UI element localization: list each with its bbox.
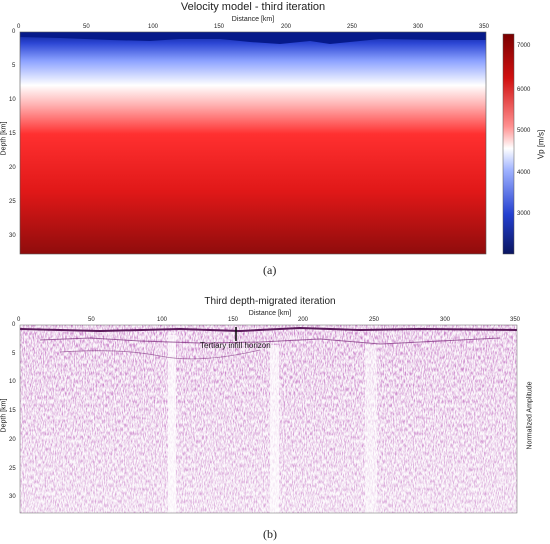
- panel-b-xtick: 150: [228, 317, 239, 323]
- panel-b-ylabel: Depth [km]: [0, 398, 8, 433]
- water-layer: [20, 32, 486, 44]
- panel-a-title: Velocity model - third iteration: [180, 1, 326, 13]
- panel-b-xtick: 50: [88, 317, 95, 323]
- panel-a-plot: [19, 31, 515, 255]
- panel-a-ytick: 10: [9, 97, 16, 103]
- panel-b-title: Third depth-migrated iteration: [204, 296, 336, 307]
- colorbar-tick: 7000: [517, 43, 531, 49]
- horizon-annotation: Tertiary infill horizon: [200, 341, 271, 350]
- panel-a-xtick: 350: [479, 24, 490, 30]
- panel-a-ytick: 25: [9, 199, 16, 205]
- velocity-field: [20, 32, 486, 254]
- panel-b-ytick: 15: [9, 408, 16, 414]
- panel-b-ytick: 25: [9, 466, 16, 472]
- panel-a-xtick: 300: [413, 24, 424, 30]
- panel-a-ytick: 20: [9, 165, 16, 171]
- panel-b-ytick: 0: [12, 322, 16, 328]
- panel-a-xtick: 200: [281, 24, 292, 30]
- colorbar-tick: 3000: [517, 211, 531, 217]
- panel-b-ytick: 10: [9, 379, 16, 385]
- panel-b-xtick: 200: [298, 317, 309, 323]
- colorbar-tick: 6000: [517, 87, 531, 93]
- panel-a-xtick: 150: [214, 24, 225, 30]
- panel-a-xtick: 0: [17, 24, 21, 30]
- panel-b-ytick: 5: [12, 351, 16, 357]
- panel-a-ytick: 30: [9, 233, 16, 239]
- panel-b-xtick: 250: [369, 317, 380, 323]
- colorbar: [502, 33, 515, 255]
- panel-b-xtick: 0: [17, 317, 21, 323]
- panel-b-caption: (b): [263, 527, 277, 541]
- panel-a-xtick: 100: [148, 24, 159, 30]
- panel-a-caption: (a): [263, 263, 277, 277]
- panel-b-ytick: 30: [9, 494, 16, 500]
- panel-a-ytick: 5: [12, 63, 16, 69]
- panel-b-xtick: 100: [157, 317, 168, 323]
- colorbar-tick: 5000: [517, 128, 531, 134]
- panel-b-xlabel: Distance [km]: [248, 310, 292, 317]
- panel-a-xtick: 250: [347, 24, 358, 30]
- panel-a-xlabel: Distance [km]: [231, 16, 275, 23]
- colorbar-tick: 4000: [517, 170, 531, 176]
- panel-b-xtick: 350: [510, 317, 521, 323]
- seafloor-reflector: [19, 326, 518, 333]
- normalized-amplitude-label: Normalized Amplitude: [526, 381, 534, 450]
- panel-b-xtick: 300: [440, 317, 451, 323]
- panel-a-ytick: 0: [12, 29, 16, 35]
- panel-b-ytick: 20: [9, 437, 16, 443]
- panel-a-xtick: 50: [83, 24, 90, 30]
- panel-a-ytick: 15: [9, 131, 16, 137]
